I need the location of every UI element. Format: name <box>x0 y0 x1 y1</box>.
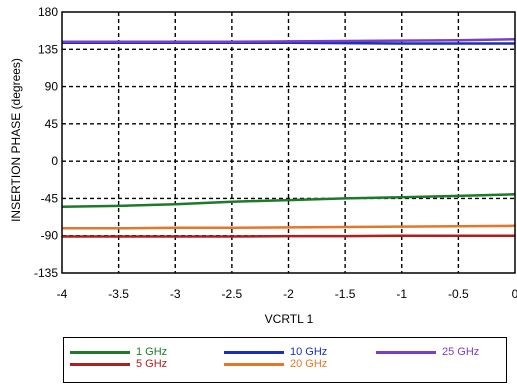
x-tick-label: -0.5 <box>448 287 469 301</box>
legend: 1 GHz 5 GHz 10 GHz 20 GHz 25 GHz <box>63 337 507 383</box>
legend-label-20ghz: 20 GHz <box>290 358 328 371</box>
legend-swatch-25ghz <box>376 350 436 354</box>
chart: -4 -3.5 -3 -2.5 -2 -1.5 -1 -0.5 0 -135 -90 -45 0 45 9… <box>9 5 517 326</box>
y-axis-label: INSERTION PHASE (degrees) <box>9 58 23 222</box>
y-tick-label: 135 <box>38 42 58 56</box>
legend-item-1ghz: 1 GHz <box>70 346 167 358</box>
series-line-5ghz <box>62 234 515 238</box>
legend-swatch-10ghz <box>224 350 284 354</box>
x-tick-labels: -4 -3.5 -3 -2.5 -2 -1.5 -1 -0.5 0 <box>57 287 517 301</box>
y-tick-label: -45 <box>41 191 59 205</box>
x-axis-label: VCRTL 1 <box>265 312 314 326</box>
series-line-1ghz <box>61 193 516 208</box>
x-tick-label: -2 <box>283 287 294 301</box>
x-tick-label: -4 <box>57 287 68 301</box>
legend-label-25ghz: 25 GHz <box>442 346 480 359</box>
y-tick-label: 180 <box>38 5 58 19</box>
x-tick-label: -1 <box>396 287 407 301</box>
grid <box>62 12 515 273</box>
legend-item-20ghz: 20 GHz <box>224 358 327 370</box>
x-tick-label: -3.5 <box>108 287 129 301</box>
legend-item-25ghz: 25 GHz <box>376 346 479 358</box>
legend-item-5ghz: 5 GHz <box>70 358 167 370</box>
x-tick-label: -1.5 <box>335 287 356 301</box>
x-tick-label: -2.5 <box>222 287 243 301</box>
legend-swatch-5ghz <box>70 362 130 366</box>
legend-label-5ghz: 5 GHz <box>136 358 168 371</box>
y-tick-label: -135 <box>34 266 58 280</box>
y-tick-label: 45 <box>45 117 59 131</box>
legend-label-1ghz: 1 GHz <box>136 346 168 359</box>
plot-frame <box>61 11 516 274</box>
y-tick-labels: -135 -90 -45 0 45 90 135 180 <box>34 5 58 280</box>
legend-swatch-1ghz <box>70 350 130 354</box>
legend-swatch-20ghz <box>224 362 284 366</box>
legend-item-10ghz: 10 GHz <box>224 346 327 358</box>
y-tick-label: 90 <box>45 80 59 94</box>
series-line-25ghz <box>62 38 516 44</box>
x-tick-label: -3 <box>170 287 181 301</box>
y-tick-label: 0 <box>51 154 58 168</box>
series-lines <box>61 38 516 238</box>
series-line-20ghz <box>62 224 516 230</box>
x-tick-label: 0 <box>512 287 517 301</box>
y-tick-label: -90 <box>41 229 59 243</box>
legend-label-10ghz: 10 GHz <box>290 346 328 359</box>
